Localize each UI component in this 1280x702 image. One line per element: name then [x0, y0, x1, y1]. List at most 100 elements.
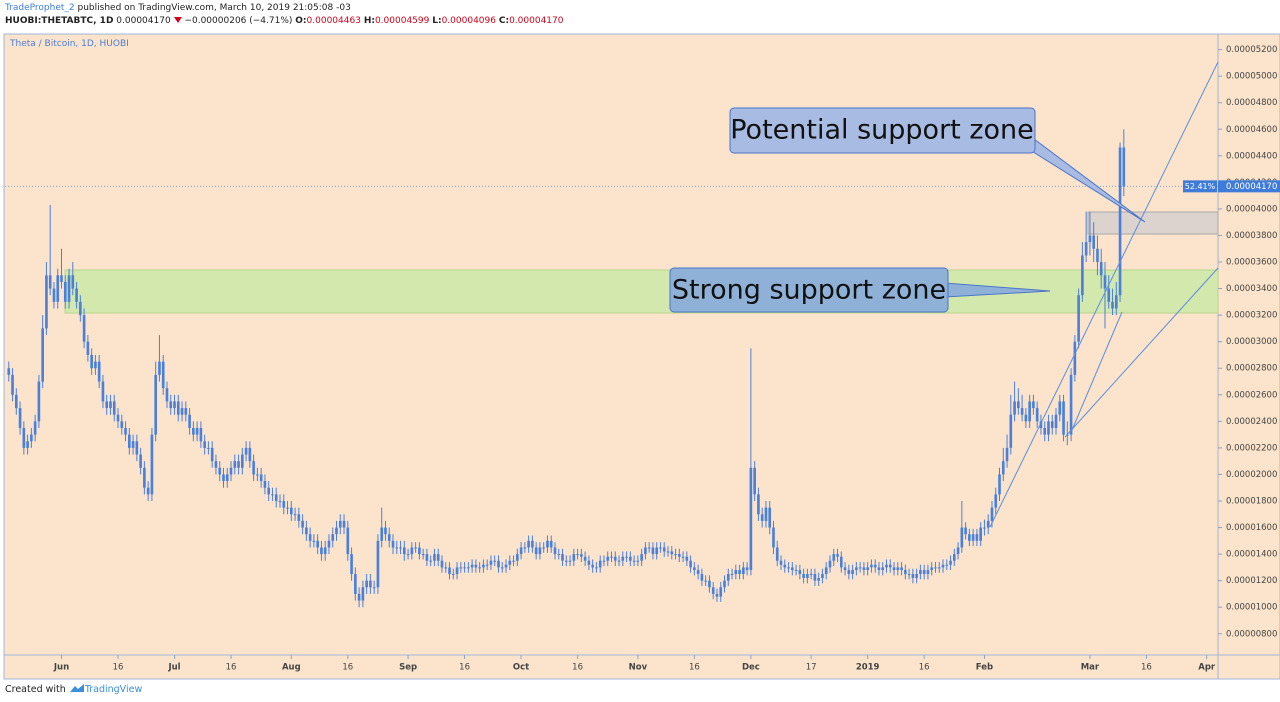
- candle-body: [516, 554, 519, 561]
- y-tick-label: 0.00004600: [1226, 125, 1277, 135]
- y-tick-label: 0.00005200: [1226, 45, 1277, 55]
- candle-body: [726, 574, 730, 581]
- candle-body: [994, 494, 998, 508]
- axes: 0.00000800 0.00001000 0.00001200 0.00001400…: [53, 45, 1280, 673]
- trend-line: [1064, 267, 1219, 438]
- header: TradeProphet_2 published on TradingView.…: [5, 2, 563, 28]
- candle-body: [218, 467, 222, 475]
- candle-body: [267, 487, 271, 495]
- candle-body: [647, 547, 651, 549]
- candle-body: [738, 570, 741, 575]
- candle-body: [968, 534, 971, 541]
- candle-body: [580, 554, 583, 557]
- ohlc-value: 0.00004463: [306, 16, 361, 26]
- candle-body: [1001, 461, 1005, 475]
- candle-body: [904, 570, 907, 575]
- candle-body: [828, 560, 832, 568]
- candle-body: [670, 551, 674, 555]
- candle-body: [346, 527, 350, 555]
- candle-body: [998, 474, 1001, 495]
- brand[interactable]: TradingView: [84, 684, 143, 695]
- candle-body: [173, 401, 176, 409]
- candle-body: [745, 567, 749, 571]
- candle-body: [561, 554, 564, 561]
- candle-body: [632, 560, 636, 562]
- candle-body: [37, 381, 41, 422]
- candle-body: [821, 574, 824, 578]
- candle-body: [470, 564, 474, 568]
- last: 0.00004170: [116, 16, 171, 26]
- candle-body: [621, 556, 625, 561]
- candle-body: [888, 564, 892, 568]
- candle-body: [787, 567, 790, 569]
- candle-body: [775, 547, 779, 561]
- x-tick-label: Feb: [976, 663, 993, 673]
- candle-body: [937, 567, 941, 569]
- candle-body: [497, 560, 500, 568]
- y-tick-label: 0.00001200: [1226, 576, 1277, 586]
- candle-body: [402, 547, 406, 555]
- candle-body: [666, 551, 670, 553]
- candle-body: [768, 507, 772, 528]
- candle-body: [783, 564, 787, 568]
- x-tick-label: 17: [806, 663, 817, 673]
- author[interactable]: TradeProphet_2: [5, 3, 75, 13]
- candle-body: [715, 593, 719, 597]
- candle-body: [94, 361, 97, 369]
- candle-body: [610, 556, 613, 558]
- candle-body: [843, 567, 847, 571]
- candle-body: [531, 540, 534, 548]
- ohlc: O:0.00004463 H:0.00004599 L:0.00004096 C…: [295, 16, 563, 26]
- candle-body: [180, 408, 184, 415]
- potential-support-zone: [1087, 211, 1219, 235]
- candle-body: [779, 560, 783, 565]
- x-tick-label: Jun: [53, 663, 69, 673]
- candle-body: [911, 574, 915, 578]
- x-tick-label: 16: [459, 663, 470, 673]
- candle-body: [1118, 147, 1122, 296]
- chart: Potential support zone Strong support zo…: [3, 33, 1280, 680]
- candles: [7, 129, 1126, 608]
- candle-body: [719, 587, 723, 597]
- candle-body: [45, 275, 48, 329]
- y-tick-label: 0.00004800: [1226, 98, 1277, 108]
- candle-body: [195, 427, 199, 435]
- candle-body: [459, 567, 463, 569]
- candle-body: [1088, 235, 1092, 243]
- candle-body: [252, 461, 255, 475]
- candle-body: [1114, 295, 1118, 309]
- x-tick-label: Aug: [282, 663, 301, 673]
- candle-body: [644, 547, 647, 555]
- candle-body: [753, 467, 756, 495]
- candle-body: [742, 567, 745, 575]
- candle-body: [734, 570, 738, 575]
- candle-body: [376, 540, 380, 588]
- candle-body: [158, 361, 161, 375]
- x-tick-label: 16: [689, 663, 700, 673]
- candle-body: [124, 427, 127, 435]
- candle-body: [587, 560, 591, 565]
- candle-body: [293, 514, 297, 516]
- chart-title: Theta / Bitcoin, 1D, HUOBI: [9, 39, 129, 49]
- logo: [69, 684, 84, 692]
- trend-line: [1071, 311, 1123, 431]
- candle-body: [199, 427, 203, 442]
- callout: Potential support zone: [729, 107, 1146, 223]
- candle-body: [956, 547, 960, 555]
- candle-body: [572, 554, 576, 561]
- candle-body: [546, 540, 549, 548]
- candle-body: [131, 441, 135, 448]
- candle-body: [63, 281, 67, 302]
- candle-body: [960, 527, 964, 548]
- y-tick-label: 0.00002000: [1226, 470, 1277, 480]
- candle-body: [798, 570, 802, 575]
- candle-body: [146, 487, 150, 495]
- footer: Created with TradingView: [5, 683, 142, 695]
- candle-body: [97, 361, 101, 382]
- candle-body: [33, 421, 37, 435]
- candle-body: [308, 534, 312, 541]
- candle-body: [414, 547, 417, 549]
- candle-body: [659, 547, 662, 549]
- candle-body: [429, 560, 432, 562]
